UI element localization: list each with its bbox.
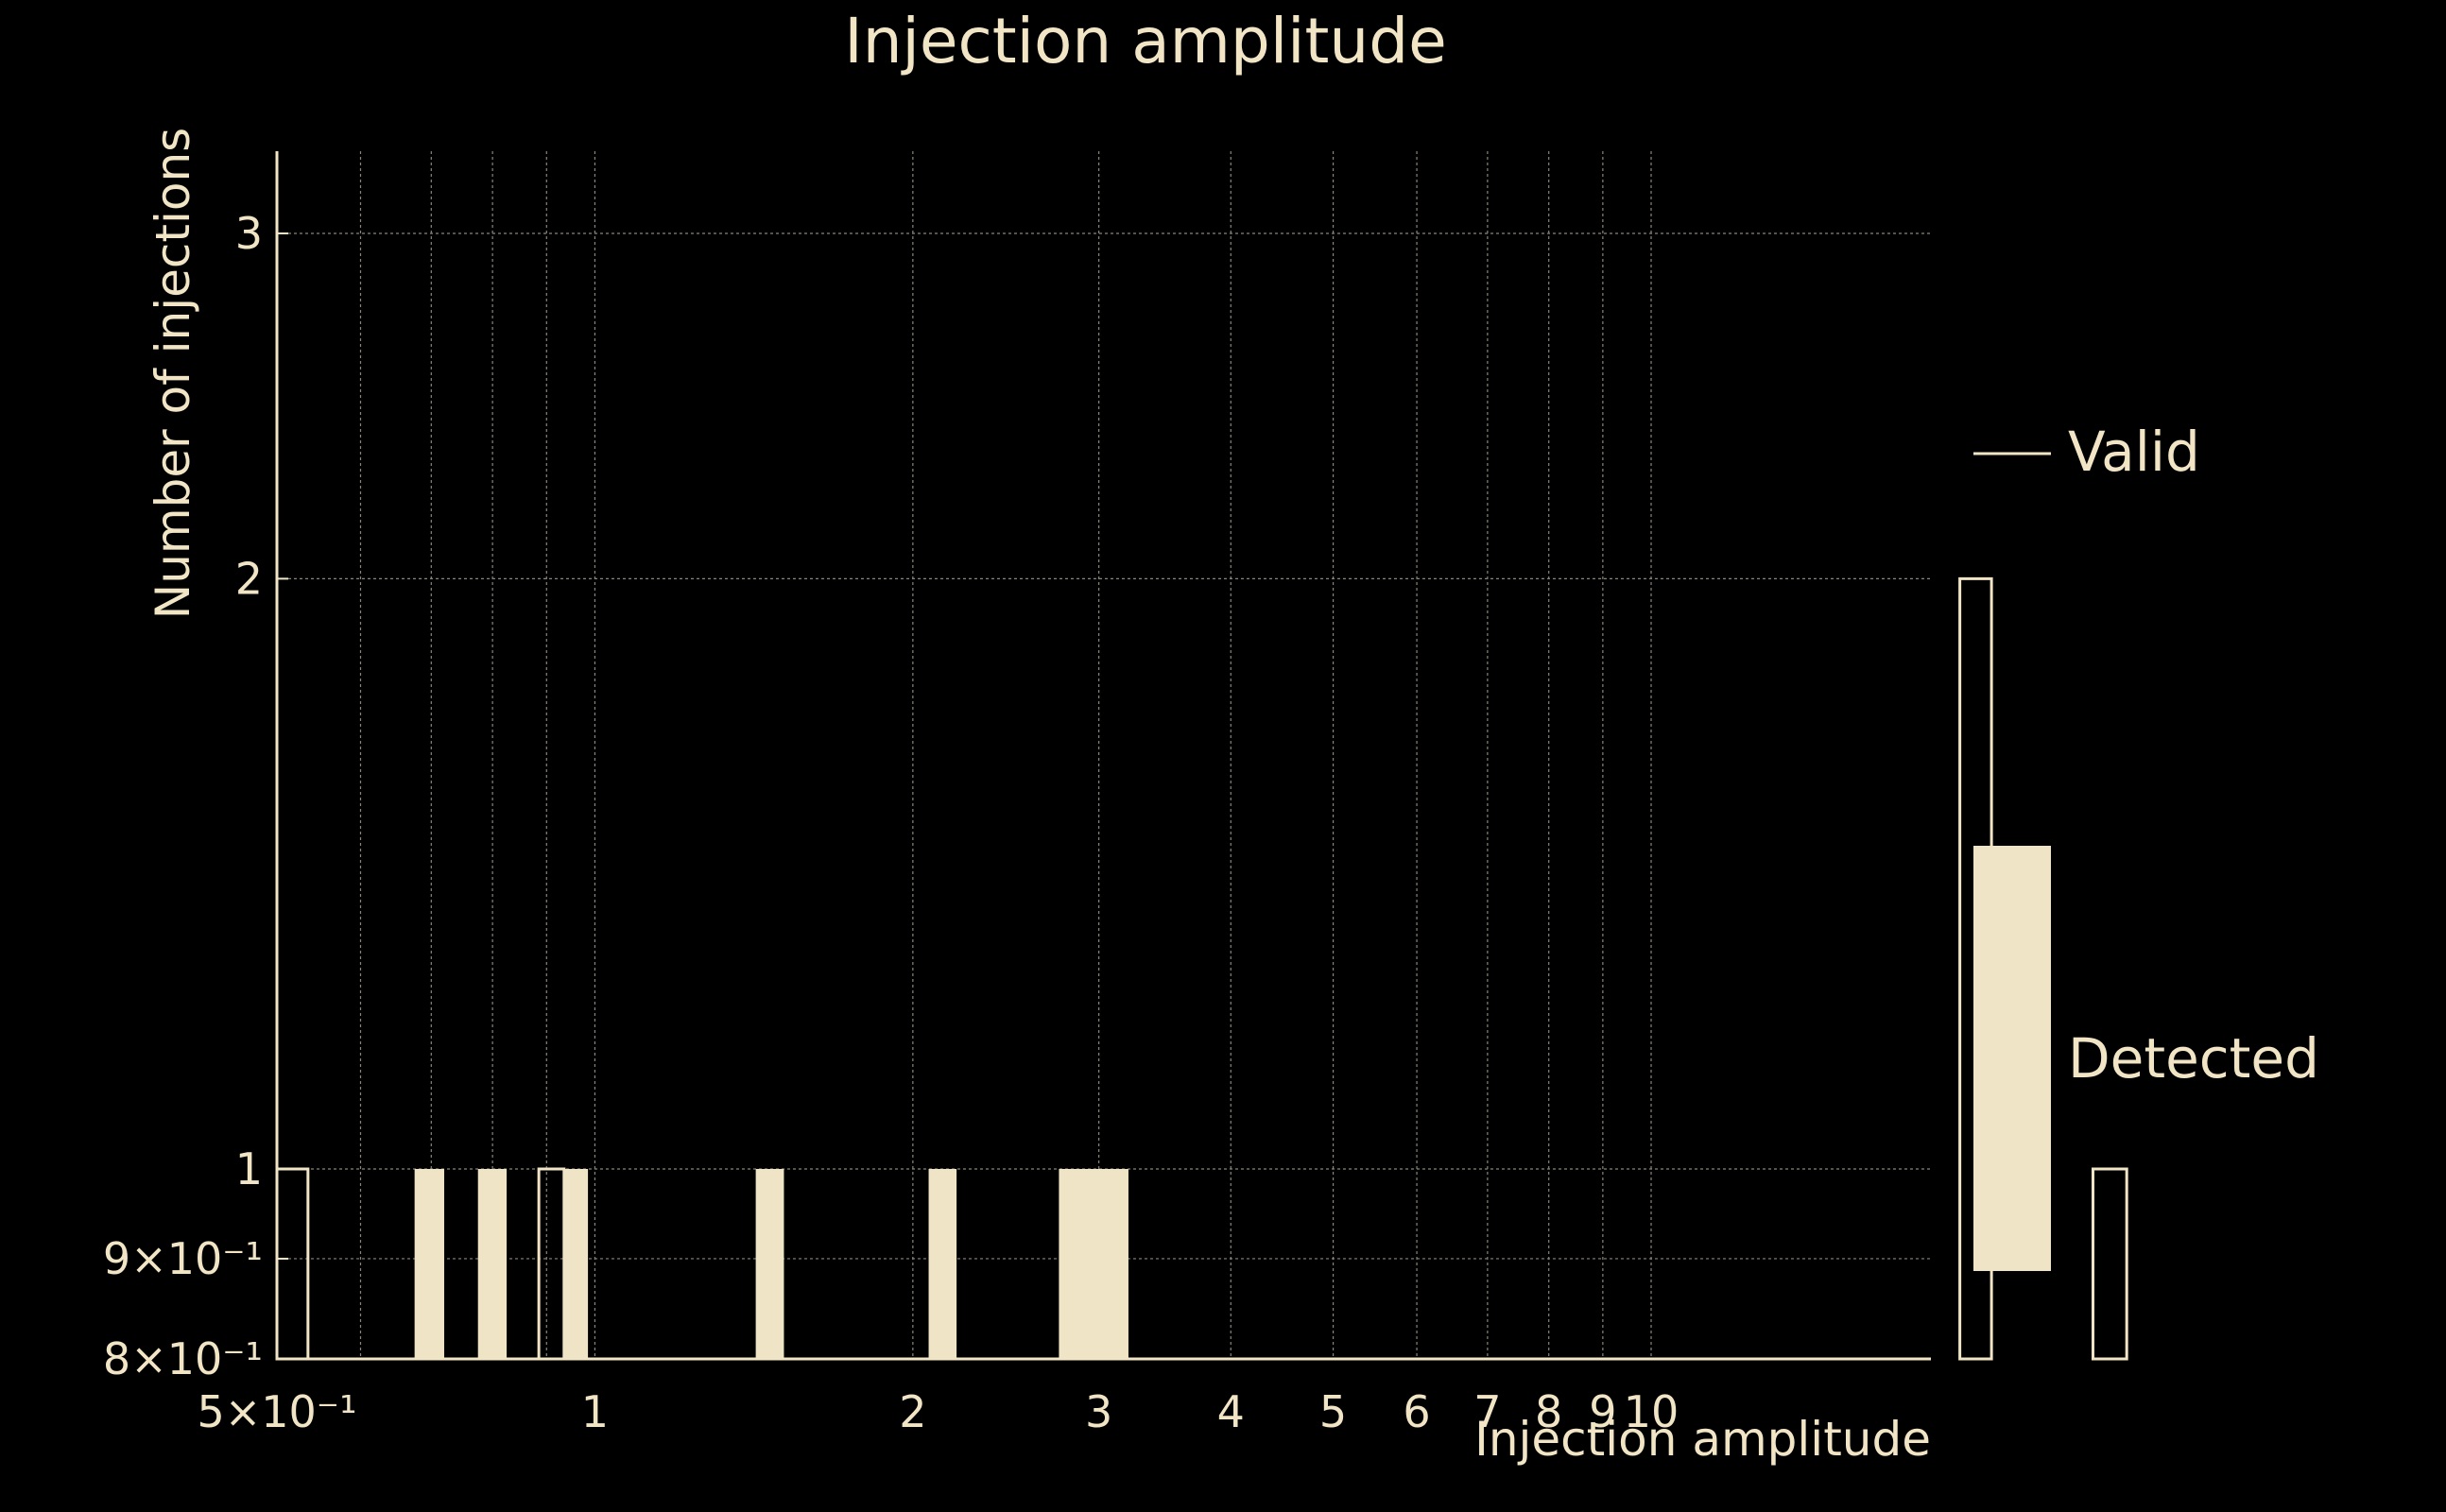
- x-tick-labels: 5×10⁻¹ 1 2 3 4 5 6 7 8 9 10: [197, 1386, 1679, 1437]
- y-tick-label: 8×10⁻¹: [103, 1333, 263, 1384]
- y-tick-label: 3: [235, 208, 263, 259]
- x-tick-label: 3: [1085, 1386, 1112, 1437]
- x-tick-label: 5×10⁻¹: [197, 1386, 356, 1437]
- bar-detected: [755, 1169, 784, 1359]
- x-tick-label: 10: [1624, 1386, 1679, 1437]
- legend-detected-label: Detected: [2068, 1026, 2319, 1091]
- bar-detected: [1059, 1169, 1128, 1359]
- x-tick-label: 4: [1217, 1386, 1245, 1437]
- bar-detected: [477, 1169, 508, 1359]
- bar-detected: [928, 1169, 957, 1359]
- x-tick-label: 9: [1589, 1386, 1616, 1437]
- bar-detected: [414, 1169, 444, 1359]
- y-axis-label: Number of injections: [146, 128, 200, 619]
- legend: Valid Detected: [1973, 420, 2319, 1271]
- x-tick-label: 6: [1403, 1386, 1430, 1437]
- bar-detected: [563, 1169, 589, 1359]
- x-tick-label: 1: [581, 1386, 609, 1437]
- bar-valid: [537, 1167, 566, 1361]
- x-tick-label: 5: [1319, 1386, 1347, 1437]
- y-tick-label: 2: [235, 553, 263, 604]
- axes: [275, 151, 1931, 1361]
- y-tick-labels: 8×10⁻¹ 9×10⁻¹ 1 2 3: [103, 208, 263, 1384]
- bar-valid: [275, 1167, 310, 1361]
- bar-valid: [2091, 1167, 2128, 1361]
- legend-detected-swatch: [1973, 846, 2051, 1271]
- x-tick-label: 8: [1535, 1386, 1562, 1437]
- x-axis-label: Injection amplitude: [1474, 1412, 1931, 1467]
- chart-title: Injection amplitude: [844, 5, 1446, 77]
- y-tick-label: 1: [235, 1143, 263, 1194]
- bars: [275, 576, 2128, 1361]
- grid-lines: [276, 151, 1931, 1360]
- y-tick-label: 9×10⁻¹: [103, 1233, 263, 1284]
- x-tick-label: 2: [899, 1386, 926, 1437]
- legend-valid-label: Valid: [2068, 420, 2200, 484]
- x-tick-label: 7: [1473, 1386, 1501, 1437]
